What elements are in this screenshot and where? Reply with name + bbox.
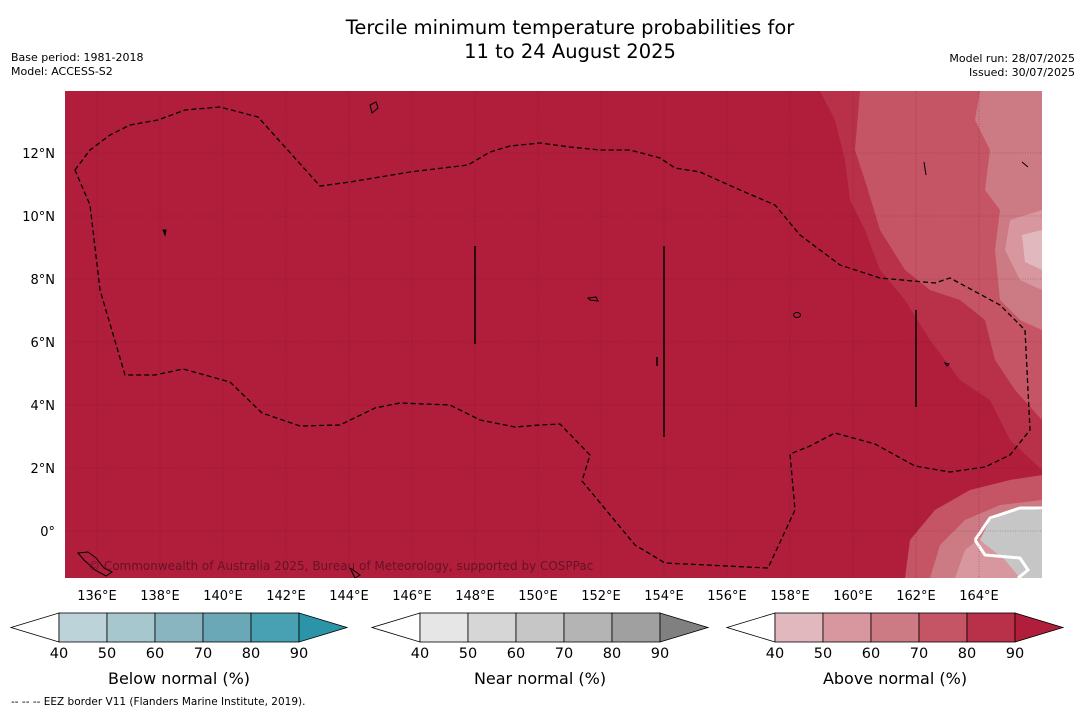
- lat-labels: 12°N 10°N 8°N 6°N 4°N 2°N 0°: [22, 147, 55, 540]
- cbar-title: Above normal (%): [823, 669, 967, 688]
- copyright-text: © Commonwealth of Australia 2025, Bureau…: [88, 559, 593, 573]
- cbar-tick: 60: [507, 646, 525, 662]
- model-text: Model: ACCESS-S2: [11, 65, 113, 78]
- near-normal-zone: [980, 508, 1042, 578]
- cbar-tick: 60: [146, 646, 164, 662]
- lon-label: 146°E: [392, 589, 432, 604]
- lat-label: 8°N: [31, 273, 56, 288]
- cbar-swatch: [870, 612, 920, 643]
- lon-label: 136°E: [77, 589, 117, 604]
- cbar-tick: 70: [910, 646, 928, 662]
- lon-label: 162°E: [896, 589, 936, 604]
- lon-labels: 136°E 138°E 140°E 142°E 144°E 146°E 148°…: [77, 589, 999, 604]
- meta-right: Model run: 28/07/2025 Issued: 30/07/2025: [949, 52, 1075, 80]
- cbar-swatch: [918, 612, 968, 643]
- lon-label: 150°E: [518, 589, 558, 604]
- cbar-tick: 40: [50, 646, 68, 662]
- lon-label: 164°E: [959, 589, 999, 604]
- lat-label: 0°: [40, 525, 55, 540]
- cbar-tick: 90: [1006, 646, 1024, 662]
- cbar-tick: 90: [651, 646, 669, 662]
- cbar-tick: 40: [766, 646, 784, 662]
- lon-label: 152°E: [581, 589, 621, 604]
- cbar-tick: 70: [194, 646, 212, 662]
- eez-footnote: -- -- -- EEZ border V11 (Flanders Marine…: [11, 696, 306, 708]
- lon-label: 154°E: [644, 589, 684, 604]
- lat-label: 12°N: [22, 147, 55, 162]
- lat-label: 10°N: [22, 210, 55, 225]
- lon-label: 158°E: [770, 589, 810, 604]
- meta-left: Base period: 1981-2018 Model: ACCESS-S2: [11, 51, 143, 79]
- cbar-swatch: [467, 612, 517, 643]
- cbar-swatch: [1014, 612, 1065, 643]
- cbar-swatch: [419, 612, 469, 643]
- cbar-title: Near normal (%): [474, 669, 606, 688]
- cbar-tick: 40: [411, 646, 429, 662]
- cbar-swatch: [611, 612, 661, 643]
- meridian-markers: [474, 246, 917, 437]
- cbar-swatch: [250, 612, 300, 643]
- cbar-swatch: [9, 612, 60, 643]
- lon-label: 160°E: [833, 589, 873, 604]
- cbar-tick: 80: [242, 646, 260, 662]
- cbar-swatch: [659, 612, 710, 643]
- land-outlines: [76, 101, 1029, 578]
- contour-50: [1005, 210, 1042, 290]
- lon-label: 148°E: [455, 589, 495, 604]
- colorbar-above-normal: 40 50 60 70 80 90 Above normal (%): [725, 612, 1065, 688]
- cbar-swatch: [515, 612, 565, 643]
- title-line-2: 11 to 24 August 2025: [464, 40, 676, 63]
- cbar-tick: 80: [958, 646, 976, 662]
- zone-border: [973, 506, 1042, 541]
- cbar-swatch: [725, 612, 776, 643]
- colorbar-near-normal: 40 50 60 70 80 90 Near normal (%): [370, 612, 710, 688]
- map-title: Tercile minimum temperature probabilitie…: [0, 16, 1085, 64]
- map-panel[interactable]: © Commonwealth of Australia 2025, Bureau…: [65, 91, 1042, 578]
- colorbar-below-normal: 40 50 60 70 80 90 Below normal (%): [9, 612, 349, 688]
- lat-label: 2°N: [31, 462, 56, 477]
- issued-text: Issued: 30/07/2025: [968, 66, 1075, 79]
- cbar-tick: 60: [862, 646, 880, 662]
- cbar-swatch: [370, 612, 421, 643]
- cbar-swatch: [298, 612, 349, 643]
- cbar-tick: 80: [603, 646, 621, 662]
- title-line-1: Tercile minimum temperature probabilitie…: [345, 16, 795, 39]
- lat-label: 4°N: [31, 399, 56, 414]
- lon-label: 142°E: [266, 589, 306, 604]
- cbar-swatch: [154, 612, 204, 643]
- cbar-tick: 90: [290, 646, 308, 662]
- cbar-swatch: [106, 612, 156, 643]
- cbar-swatch: [966, 612, 1016, 643]
- cbar-swatch: [202, 612, 252, 643]
- base-period-text: Base period: 1981-2018: [11, 51, 144, 64]
- cbar-title: Below normal (%): [108, 669, 250, 688]
- zone-border-2: [973, 539, 1031, 578]
- contour-40: [1022, 230, 1042, 270]
- cbar-tick: 50: [459, 646, 477, 662]
- model-run-text: Model run: 28/07/2025: [949, 52, 1075, 65]
- cbar-swatch: [563, 612, 613, 643]
- lon-label: 156°E: [707, 589, 747, 604]
- lon-label: 144°E: [329, 589, 369, 604]
- cbar-tick: 50: [98, 646, 116, 662]
- cbar-swatch: [58, 612, 108, 643]
- lon-label: 140°E: [203, 589, 243, 604]
- eez-border: [74, 106, 1031, 569]
- cbar-swatch: [822, 612, 872, 643]
- cbar-swatch: [774, 612, 824, 643]
- cbar-tick: 70: [555, 646, 573, 662]
- lon-label: 138°E: [140, 589, 180, 604]
- lat-label: 6°N: [31, 336, 56, 351]
- cbar-tick: 50: [814, 646, 832, 662]
